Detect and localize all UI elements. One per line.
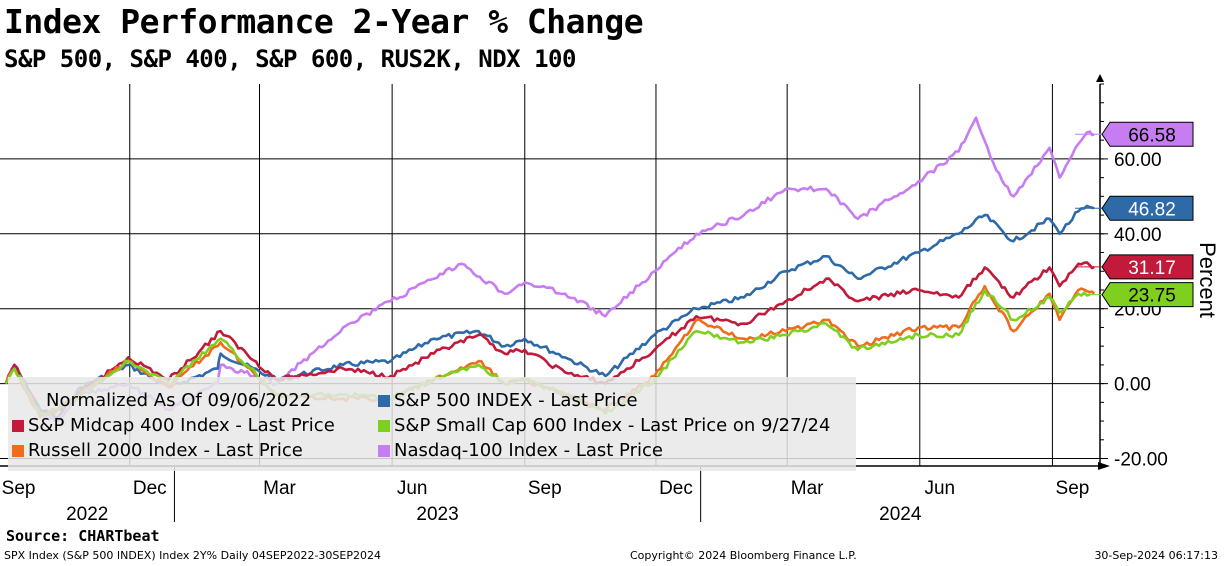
y-axis-arrow: [1096, 74, 1104, 82]
series-lines: [4, 116, 1096, 423]
legend-swatch: [12, 420, 24, 432]
source-note: Source: CHARTbeat: [6, 527, 160, 545]
year-label: 2024: [879, 504, 922, 525]
y-tick-label: 40.00: [1114, 225, 1162, 246]
legend-note: Normalized As Of 09/06/2022: [46, 390, 312, 411]
last-value-tag: [1101, 254, 1194, 280]
legend-item-rus2k: Russell 2000 Index - Last Price: [12, 439, 378, 463]
footer-copyright: Copyright© 2024 Bloomberg Finance L.P.: [630, 549, 857, 562]
year-label: 2022: [66, 504, 108, 525]
legend-label: S&P 500 INDEX - Last Price: [394, 390, 638, 411]
chart-subtitle: S&P 500, S&P 400, S&P 600, RUS2K, NDX 10…: [4, 45, 576, 73]
x-tick-label: Dec: [659, 478, 693, 499]
legend-label: Russell 2000 Index - Last Price: [28, 440, 303, 461]
last-value-label: 66.58: [1128, 125, 1176, 146]
legend-swatch: [12, 445, 24, 457]
chart-title: Index Performance 2-Year % Change: [4, 2, 644, 41]
legend-item-ndx: Nasdaq-100 Index - Last Price: [378, 439, 858, 463]
y-tick-label: 0.00: [1114, 375, 1151, 396]
y-tick-label: 60.00: [1114, 150, 1162, 171]
last-value-tag: [1101, 195, 1194, 221]
year-label: 2023: [416, 504, 458, 525]
y-tick-label: -20.00: [1114, 450, 1168, 471]
footer-timestamp: 30-Sep-2024 06:17:13: [1094, 549, 1218, 562]
x-axis: Sep Dec Mar Jun Sep Dec Mar Jun Sep 2022 2023 2024: [0, 462, 1110, 525]
x-tick-label: Jun: [924, 478, 955, 499]
legend-swatch: [378, 395, 390, 407]
last-value-label: 46.82: [1128, 199, 1176, 220]
legend-swatch: [378, 445, 390, 457]
series-line: [4, 261, 1095, 415]
x-tick-label: Dec: [133, 478, 167, 499]
x-tick-label: Mar: [791, 478, 824, 499]
y-axis-label: Percent: [1195, 242, 1220, 318]
x-tick-label: Mar: [263, 478, 296, 499]
legend-swatch: [378, 420, 390, 432]
legend-label: S&P Midcap 400 Index - Last Price: [28, 415, 335, 436]
legend-item-sp400: S&P Midcap 400 Index - Last Price: [12, 414, 378, 438]
last-value-label: 31.17: [1128, 258, 1176, 279]
legend-label: S&P Small Cap 600 Index - Last Price on …: [394, 415, 831, 436]
footer-left: SPX Index (S&P 500 INDEX) Index 2Y% Dail…: [4, 549, 381, 562]
x-axis-arrow: [1098, 462, 1110, 470]
x-tick-label: Sep: [1056, 478, 1090, 499]
x-tick-label: Sep: [528, 478, 562, 499]
x-tick-label: Jun: [397, 478, 428, 499]
last-value-tag: [1101, 282, 1194, 308]
last-value-tags: 66.58 46.82 31.17 23.75: [1075, 121, 1194, 308]
legend-item-sp600: S&P Small Cap 600 Index - Last Price on …: [378, 414, 858, 438]
last-value-label: 23.75: [1128, 286, 1176, 307]
legend-label: Nasdaq-100 Index - Last Price: [394, 440, 663, 461]
legend-item-sp500: S&P 500 INDEX - Last Price: [378, 389, 858, 413]
last-value-tag: [1101, 121, 1194, 147]
series-line: [4, 116, 1095, 423]
x-tick-label: Sep: [2, 478, 36, 499]
legend: Normalized As Of 09/06/2022 S&P 500 INDE…: [8, 377, 856, 471]
